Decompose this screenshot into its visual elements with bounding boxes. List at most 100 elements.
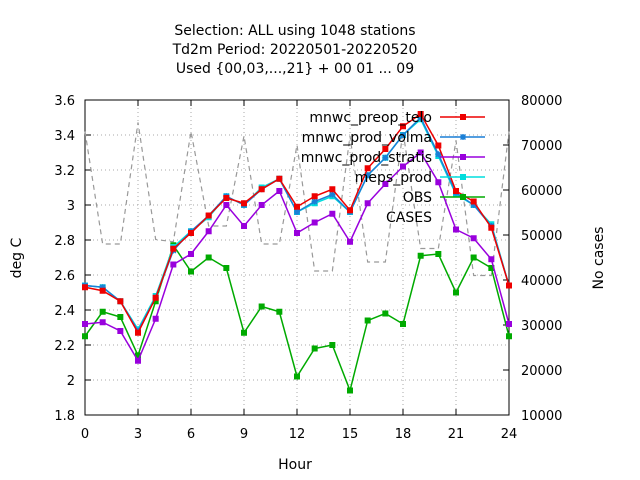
data-point-mnwc_preop_telo xyxy=(488,224,495,231)
data-point-mnwc_preop_telo xyxy=(82,284,88,291)
data-point-mnwc_prod_stratis xyxy=(400,163,406,170)
chart-title: Selection: ALL using 1048 stations Td2m … xyxy=(172,23,418,77)
data-point-OBS xyxy=(205,254,212,261)
data-point-mnwc_preop_telo xyxy=(223,195,230,201)
data-point-mnwc_prod_stratis xyxy=(382,181,389,187)
data-point-mnwc_preop_telo xyxy=(170,245,177,252)
data-point-mnwc_preop_telo xyxy=(258,186,265,193)
data-point-mnwc_prod_stratis xyxy=(364,200,371,207)
x-tick-label: 3 xyxy=(134,427,142,442)
y2-tick-label: 80000 xyxy=(521,94,562,109)
data-point-mnwc_prod_stratis xyxy=(223,202,230,208)
data-point-mnwc_preop_telo xyxy=(470,198,477,205)
data-point-mnwc_prod_stratis xyxy=(347,238,353,245)
data-point-mnwc_prod_stratis xyxy=(470,235,477,242)
data-point-OBS xyxy=(435,251,442,257)
series-line-CASES xyxy=(84,122,510,277)
legend-label-OBS: OBS xyxy=(403,190,432,206)
data-point-OBS xyxy=(117,314,124,320)
data-point-mnwc_prod_stratis xyxy=(99,319,106,326)
y-tick-label: 2.6 xyxy=(54,269,75,284)
data-point-mnwc_preop_telo xyxy=(347,207,353,214)
y2-tick-label: 20000 xyxy=(521,364,562,379)
series-mnwc_preop_telo xyxy=(82,111,512,336)
data-point-mnwc_prod_stratis xyxy=(82,321,88,327)
data-point-mnwc_preop_telo xyxy=(364,165,371,172)
y-tick-label: 3 xyxy=(67,199,75,214)
x-tick-label: 6 xyxy=(187,427,195,442)
x-tick-label: 15 xyxy=(342,427,359,442)
legend-marker-meps_prod xyxy=(460,174,466,180)
data-point-OBS xyxy=(152,298,159,305)
data-point-OBS xyxy=(488,265,495,271)
data-point-OBS xyxy=(364,317,371,324)
y-tick-label: 2.4 xyxy=(54,304,75,319)
data-point-mnwc_preop_telo xyxy=(453,188,459,194)
data-point-mnwc_prod_volma xyxy=(329,191,336,198)
legend-marker-OBS xyxy=(460,194,466,200)
data-point-OBS xyxy=(453,289,459,296)
data-point-OBS xyxy=(135,352,141,359)
x-tick-label: 0 xyxy=(81,427,89,442)
data-point-mnwc_preop_telo xyxy=(329,186,336,193)
y-tick-label: 1.8 xyxy=(54,409,75,424)
axis-ticks: 0 3 6 9 12 15 18 21 24 1.8 2 2.2 2.4 2.6 2.8 3 3.2 3.4 3.6… xyxy=(54,94,562,442)
data-point-OBS xyxy=(99,308,106,315)
x-tick-label: 9 xyxy=(240,427,248,442)
legend-label-mnwc_prod_volma: mnwc_prod_volma xyxy=(302,130,432,146)
data-point-OBS xyxy=(188,268,194,275)
y2-tick-label: 50000 xyxy=(521,229,562,244)
data-point-OBS xyxy=(294,373,300,380)
data-point-mnwc_preop_telo xyxy=(382,146,389,152)
data-point-mnwc_prod_volma xyxy=(364,172,371,179)
data-point-mnwc_prod_volma xyxy=(382,154,389,161)
data-point-mnwc_prod_stratis xyxy=(488,256,495,263)
data-point-OBS xyxy=(382,310,389,317)
x-tick-label: 12 xyxy=(289,427,306,442)
data-point-OBS xyxy=(347,387,353,394)
data-point-mnwc_preop_telo xyxy=(294,203,300,210)
data-point-mnwc_prod_stratis xyxy=(417,149,424,156)
data-point-OBS xyxy=(276,308,283,315)
data-point-mnwc_preop_telo xyxy=(417,111,424,117)
x-tick-label: 21 xyxy=(448,427,465,442)
data-point-mnwc_prod_stratis xyxy=(258,202,265,208)
legend-label-CASES: CASES xyxy=(386,210,432,226)
y2-tick-label: 40000 xyxy=(521,274,562,289)
data-point-mnwc_preop_telo xyxy=(435,142,442,149)
data-point-OBS xyxy=(470,254,477,261)
series-OBS xyxy=(82,242,512,394)
x-tick-label: 24 xyxy=(501,427,518,442)
data-point-mnwc_prod_stratis xyxy=(135,357,141,364)
data-point-mnwc_prod_stratis xyxy=(311,219,318,226)
y-tick-label: 2 xyxy=(67,374,75,389)
data-point-mnwc_preop_telo xyxy=(311,193,318,200)
data-point-mnwc_preop_telo xyxy=(152,294,159,301)
data-point-OBS xyxy=(241,329,247,336)
data-point-mnwc_preop_telo xyxy=(205,212,212,219)
series-layer xyxy=(81,111,513,394)
data-point-mnwc_prod_stratis xyxy=(152,315,159,322)
data-point-mnwc_preop_telo xyxy=(117,298,124,305)
data-point-mnwc_prod_volma xyxy=(435,151,442,158)
data-point-mnwc_prod_stratis xyxy=(188,251,194,257)
data-point-mnwc_preop_telo xyxy=(400,123,406,130)
data-point-mnwc_preop_telo xyxy=(276,175,283,182)
x-tick-label: 18 xyxy=(395,427,412,442)
data-point-mnwc_prod_volma xyxy=(99,284,106,291)
data-point-mnwc_prod_stratis xyxy=(170,261,177,268)
y2-tick-label: 30000 xyxy=(521,319,562,334)
data-point-mnwc_preop_telo xyxy=(188,230,194,236)
y-tick-label: 3.6 xyxy=(54,94,75,109)
data-point-mnwc_preop_telo xyxy=(241,200,247,207)
data-point-mnwc_prod_stratis xyxy=(117,328,124,334)
y2-axis-label: No cases xyxy=(591,227,607,290)
data-point-mnwc_prod_stratis xyxy=(276,188,283,194)
data-point-mnwc_prod_volma xyxy=(311,198,318,205)
data-point-OBS xyxy=(258,303,265,310)
y2-tick-label: 70000 xyxy=(521,139,562,154)
data-point-OBS xyxy=(223,265,230,271)
data-point-OBS xyxy=(329,342,336,348)
y-axis-label: deg C xyxy=(9,237,25,278)
